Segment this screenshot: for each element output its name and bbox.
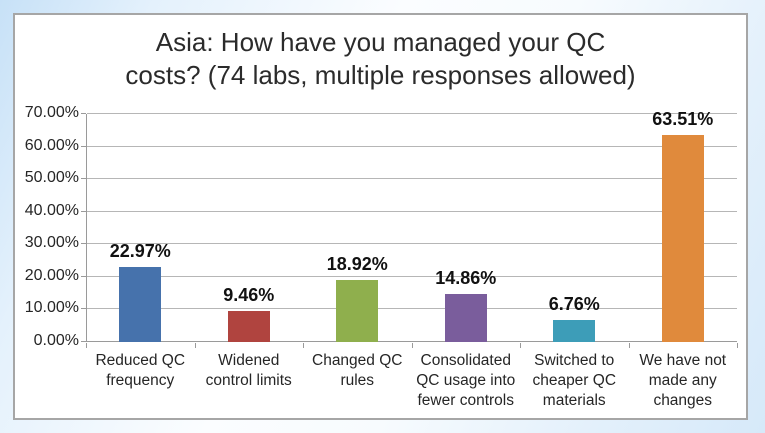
x-tick-label: Reduced QC frequency (95, 352, 186, 389)
x-tick-label: Changed QC rules (312, 352, 403, 389)
bar (553, 319, 596, 342)
x-axis-tick (86, 343, 87, 348)
bar (227, 311, 270, 342)
bar (119, 267, 162, 342)
gridline (87, 145, 737, 147)
bar-value-label: 63.51% (652, 109, 714, 130)
x-tick-label: We have not made any changes (639, 352, 727, 409)
bar (661, 135, 704, 342)
gridline (87, 243, 737, 245)
y-axis-tick (81, 275, 86, 277)
x-axis-tick (303, 343, 304, 348)
y-tick-label: 60.00% (24, 136, 79, 154)
y-axis-tick (81, 178, 86, 180)
x-tick-label: Switched to cheaper QC materials (532, 352, 617, 409)
gridline (87, 275, 737, 277)
gridline (87, 210, 737, 212)
y-axis-tick (81, 145, 86, 147)
bar-value-label: 6.76% (548, 293, 600, 314)
plot-area (86, 113, 737, 342)
y-axis-tick (81, 113, 86, 114)
x-axis-tick (194, 343, 196, 348)
bar-value-label: 14.86% (435, 267, 497, 288)
y-tick-label: 40.00% (24, 201, 79, 219)
x-axis-tick (520, 343, 521, 348)
bar-value-label: 9.46% (223, 285, 275, 306)
y-tick-label: 10.00% (24, 299, 79, 317)
y-axis-tick (81, 210, 86, 212)
y-axis-tick (81, 243, 86, 245)
x-tick-label: Consolidated QC usage into fewer control… (416, 352, 516, 409)
chart-title: Asia: How have you managed your QC costs… (125, 27, 636, 90)
y-tick-label: 20.00% (24, 266, 79, 284)
y-axis-tick (81, 341, 86, 342)
y-tick-label: 0.00% (33, 332, 79, 349)
y-axis-tick (81, 308, 86, 310)
gridline (87, 178, 737, 180)
bar (336, 280, 379, 342)
x-tick-label: Widened control limits (205, 352, 292, 389)
bar-value-label: 22.97% (109, 241, 171, 262)
x-axis-tick (737, 343, 738, 348)
y-tick-label: 50.00% (24, 169, 79, 187)
gridline (87, 308, 737, 310)
x-axis-tick (628, 343, 630, 348)
x-axis-tick (411, 343, 413, 348)
y-tick-label: 70.00% (24, 104, 79, 121)
gridline (87, 113, 737, 114)
bar-value-label: 18.92% (326, 254, 388, 275)
bar (444, 293, 487, 342)
chart: Asia: How have you managed your QC costs… (13, 13, 748, 420)
y-tick-label: 30.00% (24, 234, 79, 252)
